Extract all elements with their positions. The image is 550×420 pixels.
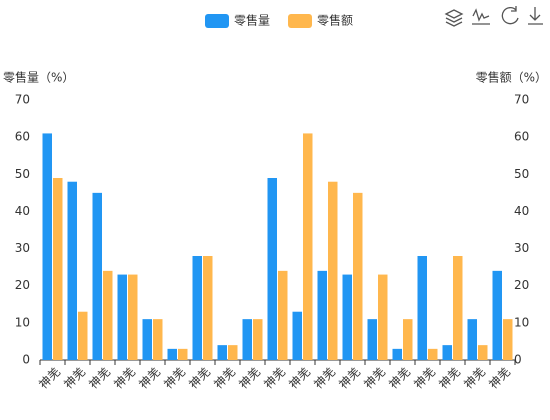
bar [428, 348, 438, 360]
x-tick-label: 神羌 [486, 365, 513, 392]
line-icon[interactable] [472, 8, 490, 25]
bar [103, 270, 113, 360]
x-tick-label: 神羌 [286, 365, 313, 392]
x-tick-label: 神羌 [336, 365, 363, 392]
y2-tick-label: 20 [514, 278, 529, 292]
bar [217, 345, 227, 360]
y-tick-label: 40 [15, 204, 30, 218]
bar [92, 192, 102, 360]
bar [117, 274, 127, 360]
x-tick-label: 神羌 [236, 365, 263, 392]
bar [303, 133, 313, 360]
bar [353, 192, 363, 360]
y-tick-label: 70 [15, 93, 30, 107]
bar [78, 311, 88, 360]
x-tick-label: 神羌 [411, 365, 438, 392]
bar [317, 270, 327, 360]
bar [178, 348, 188, 360]
stack-icon[interactable] [444, 9, 464, 27]
y2-tick-label: 50 [514, 167, 529, 181]
download-icon[interactable] [528, 7, 543, 25]
x-tick-label: 神羌 [386, 365, 413, 392]
bar [67, 181, 77, 360]
y-tick-label: 20 [15, 278, 30, 292]
bar [453, 256, 463, 360]
bar [228, 345, 238, 360]
x-tick-label: 神羌 [36, 365, 63, 392]
x-tick-label: 神羌 [161, 365, 188, 392]
legend-swatch [288, 14, 313, 28]
legend-label: 零售额 [317, 13, 353, 28]
y2-tick-label: 70 [514, 93, 529, 107]
bar [253, 319, 263, 360]
x-tick-label: 神羌 [86, 365, 113, 392]
bar [128, 274, 138, 360]
bar [367, 319, 377, 360]
bar [328, 181, 338, 360]
bar [142, 319, 152, 360]
x-tick-label: 神羌 [261, 365, 288, 392]
bar [503, 319, 513, 360]
y2-tick-label: 0 [514, 353, 522, 367]
y-tick-label: 0 [22, 353, 30, 367]
y2-axis-title: 零售额（%） [476, 70, 547, 85]
x-tick-label: 神羌 [436, 365, 463, 392]
x-tick-label: 神羌 [361, 365, 388, 392]
y-axis-title: 零售量（%） [3, 70, 74, 85]
bar [267, 178, 277, 360]
bar [167, 348, 177, 360]
x-tick-label: 神羌 [136, 365, 163, 392]
y2-tick-label: 30 [514, 241, 529, 255]
x-tick-label: 神羌 [311, 365, 338, 392]
bar [292, 311, 302, 360]
y2-tick-label: 40 [514, 204, 529, 218]
y-tick-label: 50 [15, 167, 30, 181]
bar [478, 345, 488, 360]
bar [442, 345, 452, 360]
x-tick-label: 神羌 [211, 365, 238, 392]
bar [153, 319, 163, 360]
bar [278, 270, 288, 360]
bar [492, 270, 502, 360]
legend-swatch [205, 14, 229, 28]
x-tick-label: 神羌 [186, 365, 213, 392]
x-tick-label: 神羌 [61, 365, 88, 392]
bar [242, 319, 252, 360]
refresh-icon[interactable] [501, 6, 519, 25]
bar [342, 274, 352, 360]
bar [403, 319, 413, 360]
y2-tick-label: 60 [514, 130, 529, 144]
bar [42, 133, 52, 360]
x-tick-label: 神羌 [461, 365, 488, 392]
y-tick-label: 10 [15, 315, 30, 329]
y2-tick-label: 10 [514, 315, 529, 329]
y-tick-label: 30 [15, 241, 30, 255]
bar [203, 256, 213, 360]
bar [467, 319, 477, 360]
bar [192, 256, 202, 360]
toolbox[interactable] [444, 6, 543, 27]
bar [53, 178, 63, 360]
legend-label: 零售量 [234, 13, 270, 28]
x-tick-label: 神羌 [111, 365, 138, 392]
bar [417, 256, 427, 360]
y-tick-label: 60 [15, 130, 30, 144]
bar [392, 348, 402, 360]
bar [378, 274, 388, 360]
